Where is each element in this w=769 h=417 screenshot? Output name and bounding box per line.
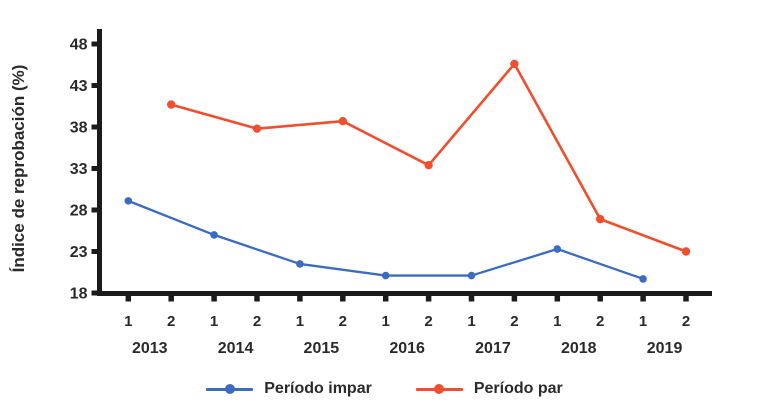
y-tick-label: 18 <box>70 286 88 303</box>
data-point-impar <box>639 275 647 283</box>
x-tick <box>168 296 174 302</box>
x-tick <box>211 296 217 302</box>
data-point-par <box>167 100 176 109</box>
y-tick-label: 33 <box>70 161 88 178</box>
x-period-label: 2 <box>339 313 347 330</box>
data-point-impar <box>467 271 476 280</box>
legend-dot-impar <box>224 384 235 394</box>
data-point-par <box>252 124 262 133</box>
data-point-impar <box>381 271 390 280</box>
x-period-label: 2 <box>253 313 261 330</box>
x-axis-spine <box>97 291 712 296</box>
x-year-label: 2017 <box>475 340 511 357</box>
y-tick <box>91 166 98 171</box>
x-period-label: 2 <box>682 313 690 330</box>
y-axis-title: Índice de reprobación (%) <box>9 65 28 273</box>
legend-marker-impar-icon <box>206 382 254 396</box>
y-tick <box>91 83 98 88</box>
data-point-par <box>338 116 347 126</box>
y-tick <box>91 207 98 213</box>
y-tick-label: 43 <box>70 78 88 95</box>
x-period-label: 2 <box>167 313 175 330</box>
x-tick <box>340 296 346 302</box>
y-axis-spine <box>97 29 102 296</box>
x-tick <box>554 296 561 302</box>
x-tick <box>125 296 132 302</box>
x-period-label: 1 <box>467 313 475 330</box>
series-line-par <box>170 62 687 253</box>
x-tick <box>640 296 646 302</box>
data-point-par <box>510 59 519 69</box>
y-tick <box>91 41 98 47</box>
x-period-label: 2 <box>510 313 518 330</box>
y-tick-label: 38 <box>70 120 88 137</box>
x-tick <box>511 296 518 302</box>
y-tick <box>91 249 98 254</box>
x-period-label: 2 <box>596 313 604 330</box>
x-year-label: 2016 <box>389 340 425 357</box>
x-period-label: 1 <box>639 313 647 330</box>
x-period-label: 1 <box>296 313 304 330</box>
x-tick <box>597 296 603 302</box>
x-tick <box>297 296 303 302</box>
x-period-label: 1 <box>553 313 561 330</box>
legend-item-periodo-impar: Período impar <box>206 380 372 398</box>
data-point-par <box>681 247 691 256</box>
y-tick <box>91 290 98 296</box>
x-year-label: 2018 <box>561 340 597 357</box>
x-tick <box>683 296 689 302</box>
data-point-par <box>424 160 433 170</box>
legend-marker-par-icon <box>415 382 463 396</box>
legend-label-impar: Período impar <box>264 380 372 397</box>
chart-legend: Período impar Período par <box>0 372 769 406</box>
x-period-label: 1 <box>382 313 390 330</box>
x-year-label: 2019 <box>647 340 683 357</box>
x-tick <box>425 296 432 302</box>
x-year-label: 2015 <box>304 340 340 357</box>
data-point-par <box>596 214 605 224</box>
legend-item-periodo-par: Período par <box>415 380 563 398</box>
legend-dot-par <box>434 384 445 394</box>
data-point-impar <box>210 231 218 239</box>
x-tick <box>468 296 475 302</box>
y-tick-label: 28 <box>70 203 88 220</box>
x-period-label: 1 <box>210 313 218 330</box>
legend-label-par: Período par <box>473 380 563 397</box>
x-period-label: 1 <box>124 313 132 330</box>
x-year-label: 2013 <box>132 340 168 357</box>
y-tick-label: 48 <box>70 37 88 54</box>
data-point-impar <box>553 245 562 253</box>
x-year-label: 2014 <box>218 340 254 357</box>
series-line-impar <box>127 199 644 280</box>
data-point-impar <box>296 260 304 268</box>
y-tick <box>91 124 98 130</box>
x-tick <box>382 296 389 302</box>
y-tick-label: 23 <box>70 244 88 261</box>
data-point-impar <box>124 197 133 205</box>
x-tick <box>254 296 260 302</box>
x-period-label: 2 <box>424 313 432 330</box>
